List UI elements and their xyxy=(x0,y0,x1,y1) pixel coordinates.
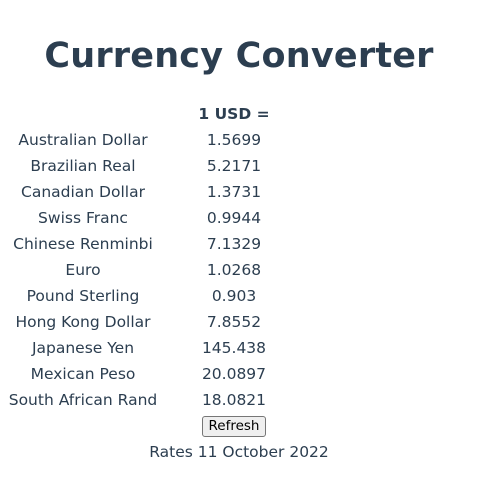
currency-name: Euro xyxy=(65,261,101,279)
currency-name: South African Rand xyxy=(8,391,158,409)
exchange-rate: 1.5699 xyxy=(206,131,262,149)
exchange-rate: 5.2171 xyxy=(206,157,262,175)
exchange-rate: 0.903 xyxy=(211,287,257,305)
rates-table: 1 USD = Australian Dollar 1.5699 Brazili… xyxy=(6,101,308,413)
table-row: Canadian Dollar 1.3731 xyxy=(6,179,308,205)
exchange-rate: 0.9944 xyxy=(206,209,262,227)
table-row: Japanese Yen 145.438 xyxy=(6,335,308,361)
exchange-rate: 7.1329 xyxy=(206,235,262,253)
rates-date-text: Rates 11 October 2022 xyxy=(149,443,329,461)
table-row: South African Rand 18.0821 xyxy=(6,387,308,413)
exchange-rate: 20.0897 xyxy=(201,365,267,383)
currency-name: Japanese Yen xyxy=(31,339,135,357)
page-title: Currency Converter xyxy=(44,36,434,76)
currency-name: Australian Dollar xyxy=(18,131,148,149)
table-row: Hong Kong Dollar 7.8552 xyxy=(6,309,308,335)
currency-column-header xyxy=(6,101,160,127)
exchange-rate: 1.3731 xyxy=(206,183,262,201)
exchange-rate: 7.8552 xyxy=(206,313,262,331)
refresh-button[interactable]: Refresh xyxy=(202,416,266,437)
rate-column-header: 1 USD = xyxy=(198,105,270,123)
exchange-rate: 1.0268 xyxy=(206,261,262,279)
table-row: Euro 1.0268 xyxy=(6,257,308,283)
table-row: Mexican Peso 20.0897 xyxy=(6,361,308,387)
currency-name: Pound Sterling xyxy=(26,287,140,305)
table-row: Pound Sterling 0.903 xyxy=(6,283,308,309)
currency-name: Brazilian Real xyxy=(30,157,136,175)
currency-name: Chinese Renminbi xyxy=(13,235,153,253)
table-row: Brazilian Real 5.2171 xyxy=(6,153,308,179)
table-row: Chinese Renminbi 7.1329 xyxy=(6,231,308,257)
table-header-row: 1 USD = xyxy=(6,101,308,127)
currency-name: Canadian Dollar xyxy=(21,183,145,201)
currency-name: Hong Kong Dollar xyxy=(15,313,151,331)
currency-name: Swiss Franc xyxy=(38,209,128,227)
exchange-rate: 18.0821 xyxy=(201,391,267,409)
rates-table-body: Australian Dollar 1.5699 Brazilian Real … xyxy=(6,127,308,413)
currency-name: Mexican Peso xyxy=(30,365,136,383)
exchange-rate: 145.438 xyxy=(201,339,267,357)
table-row: Swiss Franc 0.9944 xyxy=(6,205,308,231)
table-row: Australian Dollar 1.5699 xyxy=(6,127,308,153)
